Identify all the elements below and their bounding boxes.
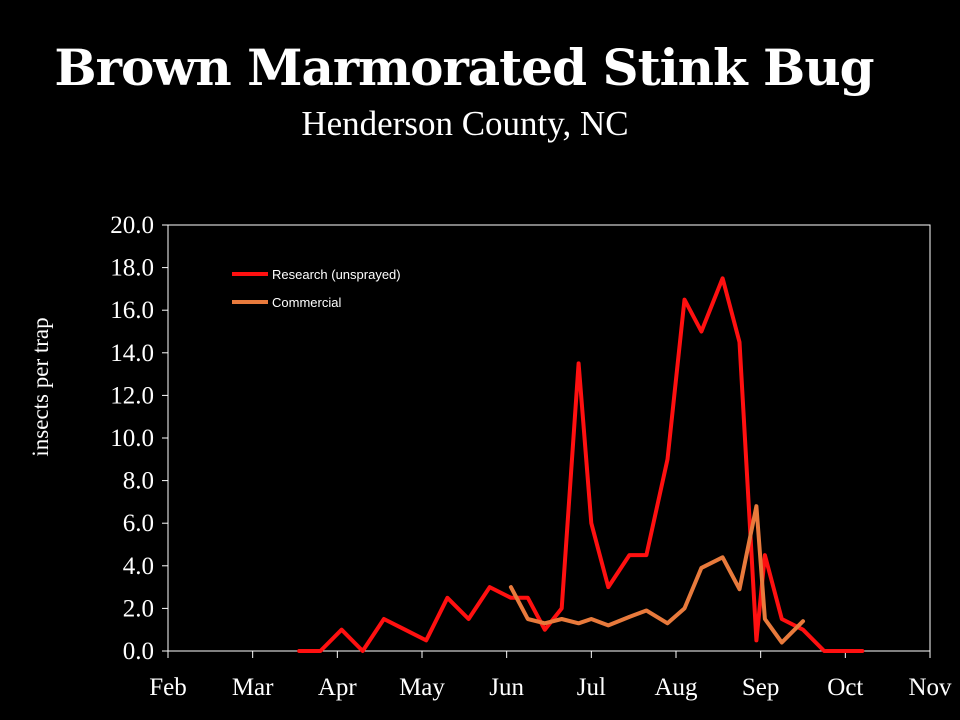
- y-axis-label: insects per trap: [28, 317, 53, 456]
- y-tick-label: 16.0: [110, 297, 154, 324]
- chart-subtitle: Henderson County, NC: [301, 104, 629, 143]
- y-tick-label: 4.0: [123, 553, 154, 580]
- y-tick-label: 2.0: [123, 595, 154, 622]
- x-tick-label: Nov: [908, 674, 952, 701]
- x-tick-label: Mar: [232, 674, 274, 701]
- series-line-research-unsprayed: [297, 276, 865, 653]
- legend: Research (unsprayed) Commercial: [232, 267, 401, 310]
- y-tick-label: 0.0: [123, 638, 154, 665]
- y-tick-label: 8.0: [123, 468, 154, 495]
- y-tick-label: 14.0: [110, 340, 154, 367]
- chart-title: Brown Marmorated Stink Bug: [54, 38, 874, 97]
- x-tick-label: Apr: [318, 674, 358, 701]
- plot-area: [167, 224, 931, 652]
- series-line-commercial: [508, 504, 805, 645]
- x-tick-label: Jun: [489, 674, 524, 701]
- y-tick-label: 20.0: [110, 212, 154, 239]
- x-tick-label: Jul: [577, 674, 606, 701]
- legend-label: Commercial: [272, 295, 341, 310]
- legend-label: Research (unsprayed): [272, 267, 401, 282]
- plot-frame: [167, 224, 931, 652]
- x-tick-label: Sep: [742, 674, 780, 701]
- y-axis-ticks: 0.0 2.0 4.0 6.0 8.0 10.0 12.0 14.0 16.0 18.0 20.0: [110, 212, 168, 665]
- x-tick-label: Aug: [654, 674, 698, 701]
- y-tick-label: 6.0: [123, 510, 154, 537]
- y-tick-label: 12.0: [110, 382, 154, 409]
- x-tick-label: Feb: [149, 674, 187, 701]
- series-layer: [297, 276, 865, 653]
- y-tick-label: 18.0: [110, 255, 154, 282]
- x-tick-label: Oct: [827, 674, 863, 701]
- x-axis-ticks: Feb Mar Apr May Jun Jul Aug Sep Oct Nov: [149, 651, 952, 701]
- y-tick-label: 10.0: [110, 425, 154, 452]
- x-tick-label: May: [399, 674, 445, 701]
